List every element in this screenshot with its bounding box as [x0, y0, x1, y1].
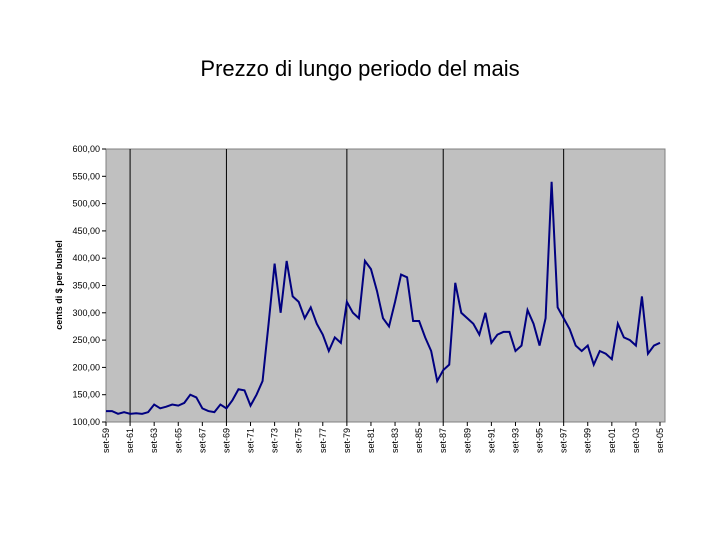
x-tick-label: set-77 — [318, 428, 328, 453]
x-tick-label: set-79 — [342, 428, 352, 453]
y-tick-label: 600,00 — [72, 144, 100, 154]
x-tick-label: set-71 — [246, 428, 256, 453]
y-tick-label: 500,00 — [72, 199, 100, 209]
y-tick-label: 450,00 — [72, 226, 100, 236]
x-tick-label: set-83 — [390, 428, 400, 453]
x-tick-label: set-89 — [462, 428, 472, 453]
y-tick-label: 150,00 — [72, 390, 100, 400]
x-tick-label: set-63 — [149, 428, 159, 453]
price-line — [106, 181, 661, 415]
x-tick-label: set-87 — [438, 428, 448, 453]
y-axis-title: cents di $ per bushel — [54, 240, 64, 330]
chart-title: Prezzo di lungo periodo del mais — [200, 56, 519, 81]
y-tick-label: 350,00 — [72, 281, 100, 291]
x-tick-label: set-03 — [631, 428, 641, 453]
x-tick-label: set-69 — [221, 428, 231, 453]
x-tick-label: set-81 — [366, 428, 376, 453]
x-tick-label: set-91 — [486, 428, 496, 453]
x-tick-label: set-59 — [101, 428, 111, 453]
x-tick-label: set-65 — [173, 428, 183, 453]
x-tick-label: set-95 — [535, 428, 545, 453]
x-tick-label: set-01 — [607, 428, 617, 453]
x-tick-label: set-99 — [583, 428, 593, 453]
x-tick-label: set-61 — [125, 428, 135, 453]
x-tick-label: set-93 — [510, 428, 520, 453]
x-tick-label: set-97 — [559, 428, 569, 453]
x-tick-label: set-73 — [270, 428, 280, 453]
x-tick-label: set-85 — [414, 428, 424, 453]
y-tick-label: 400,00 — [72, 253, 100, 263]
x-tick-label: set-75 — [294, 428, 304, 453]
y-tick-label: 250,00 — [72, 335, 100, 345]
y-tick-label: 300,00 — [72, 308, 100, 318]
x-tick-label: set-67 — [197, 428, 207, 453]
y-tick-label: 100,00 — [72, 417, 100, 427]
y-tick-label: 200,00 — [72, 362, 100, 372]
y-tick-label: 550,00 — [72, 171, 100, 181]
x-tick-label: set-05 — [655, 428, 665, 453]
plot-area — [105, 148, 666, 423]
